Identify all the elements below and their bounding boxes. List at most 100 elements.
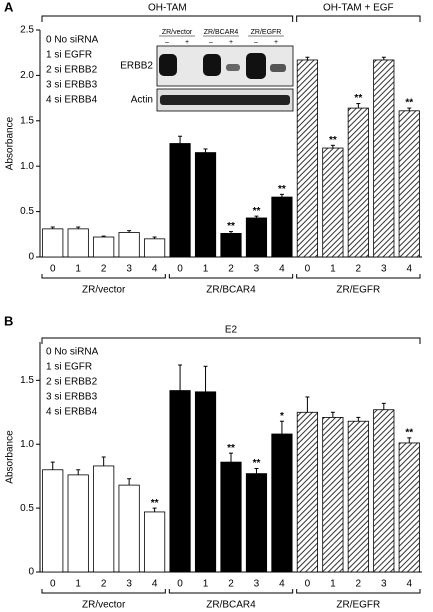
blot-lane: + (274, 39, 278, 46)
condition-label: OH-TAM + EGF (323, 3, 394, 14)
bar (347, 107, 369, 258)
x-tick-label: 0 (50, 579, 56, 590)
significance: ** (253, 458, 261, 469)
significance: ** (405, 427, 413, 438)
group-label: ZR/BCAR4 (206, 285, 256, 296)
group-label: ZR/EGFR (336, 600, 380, 611)
bar (296, 411, 318, 573)
x-tick-label: 3 (381, 264, 387, 275)
group-bracket (296, 589, 421, 594)
panel-label: B (4, 313, 13, 328)
condition-bracket (41, 15, 294, 22)
bar (245, 473, 268, 573)
bar (67, 474, 89, 573)
significance: ** (151, 498, 159, 509)
x-tick-label: 2 (101, 264, 107, 275)
x-tick-label: 1 (75, 579, 81, 590)
group-bracket (168, 274, 294, 279)
x-tick-label: 1 (75, 264, 81, 275)
bar (42, 228, 64, 258)
x-tick-label: 2 (228, 264, 234, 275)
group-label: ZR/BCAR4 (206, 600, 256, 611)
y-tick-label: 1.0 (20, 161, 34, 172)
significance: * (280, 411, 284, 422)
bar (93, 236, 115, 258)
significance: ** (253, 206, 261, 217)
blot-lane: + (185, 39, 189, 46)
bar (245, 217, 268, 258)
group-label: ZR/vector (82, 600, 126, 611)
band (226, 64, 240, 71)
bar (220, 232, 242, 258)
group-bracket (41, 589, 166, 594)
x-tick-label: 1 (330, 579, 336, 590)
bar (296, 59, 318, 258)
bar (322, 416, 344, 573)
condition-label: OH-TAM (148, 3, 187, 14)
bar (271, 196, 293, 258)
group-bracket (41, 274, 166, 279)
legend-entry: 2 si ERBB2 (46, 65, 98, 76)
x-tick-label: 4 (406, 264, 412, 275)
bar (118, 484, 140, 573)
bar (144, 238, 166, 258)
blot-column: ZR/vector (162, 29, 193, 36)
legend-entry: 4 si ERBB4 (46, 95, 98, 106)
y-tick-label: 0.5 (20, 503, 34, 514)
x-tick-label: 1 (203, 264, 209, 275)
y-tick-label: 2.0 (20, 70, 34, 81)
group-bracket (296, 274, 421, 279)
band (160, 95, 290, 105)
x-tick-label: 4 (406, 579, 412, 590)
x-tick-label: 0 (177, 579, 183, 590)
bar (194, 152, 217, 258)
legend-entry: 3 si ERBB3 (46, 80, 98, 91)
x-tick-label: 3 (381, 579, 387, 590)
x-tick-label: 4 (279, 264, 285, 275)
bar (93, 465, 115, 573)
x-tick-label: 3 (126, 264, 132, 275)
bar (194, 391, 217, 573)
bar (220, 461, 242, 573)
y-tick-label: 0 (28, 252, 34, 263)
blot-column: ZR/BCAR4 (204, 29, 239, 36)
bar (144, 511, 166, 573)
x-tick-label: 2 (228, 579, 234, 590)
x-tick-label: 0 (305, 264, 311, 275)
legend-entry: 4 si ERBB4 (46, 407, 98, 418)
group-label: ZR/EGFR (336, 285, 380, 296)
blot-lane: – (165, 39, 169, 46)
x-tick-label: 0 (305, 579, 311, 590)
x-tick-label: 3 (254, 579, 260, 590)
significance: ** (329, 135, 337, 146)
legend-entry: 0 No siRNA (46, 347, 99, 358)
condition-label: E2 (225, 325, 238, 336)
x-tick-label: 4 (152, 579, 158, 590)
y-tick-label: 0.5 (20, 206, 34, 217)
significance: ** (227, 221, 235, 232)
x-tick-label: 3 (254, 264, 260, 275)
x-tick-label: 1 (330, 264, 336, 275)
group-label: ZR/vector (82, 285, 126, 296)
legend-entry: 1 si EGFR (46, 50, 92, 61)
x-tick-label: 4 (279, 579, 285, 590)
legend-entry: 0 No siRNA (46, 35, 99, 46)
blot-column: ZR/EGFR (251, 29, 282, 36)
x-tick-label: 1 (203, 579, 209, 590)
legend-entry: 2 si ERBB2 (46, 377, 98, 388)
y-tick-label: 1.0 (20, 439, 34, 450)
significance: ** (227, 443, 235, 454)
bar (169, 390, 191, 573)
x-tick-label: 3 (126, 579, 132, 590)
significance: ** (278, 184, 286, 195)
bar (67, 228, 89, 258)
significance: ** (405, 98, 413, 109)
bar (398, 110, 420, 258)
x-tick-label: 4 (152, 264, 158, 275)
y-axis-label: Absorbance (5, 430, 16, 484)
x-tick-label: 2 (101, 579, 107, 590)
bar (169, 143, 191, 258)
panel-label: A (4, 0, 14, 14)
legend-entry: 3 si ERBB3 (46, 392, 98, 403)
x-tick-label: 2 (356, 579, 362, 590)
